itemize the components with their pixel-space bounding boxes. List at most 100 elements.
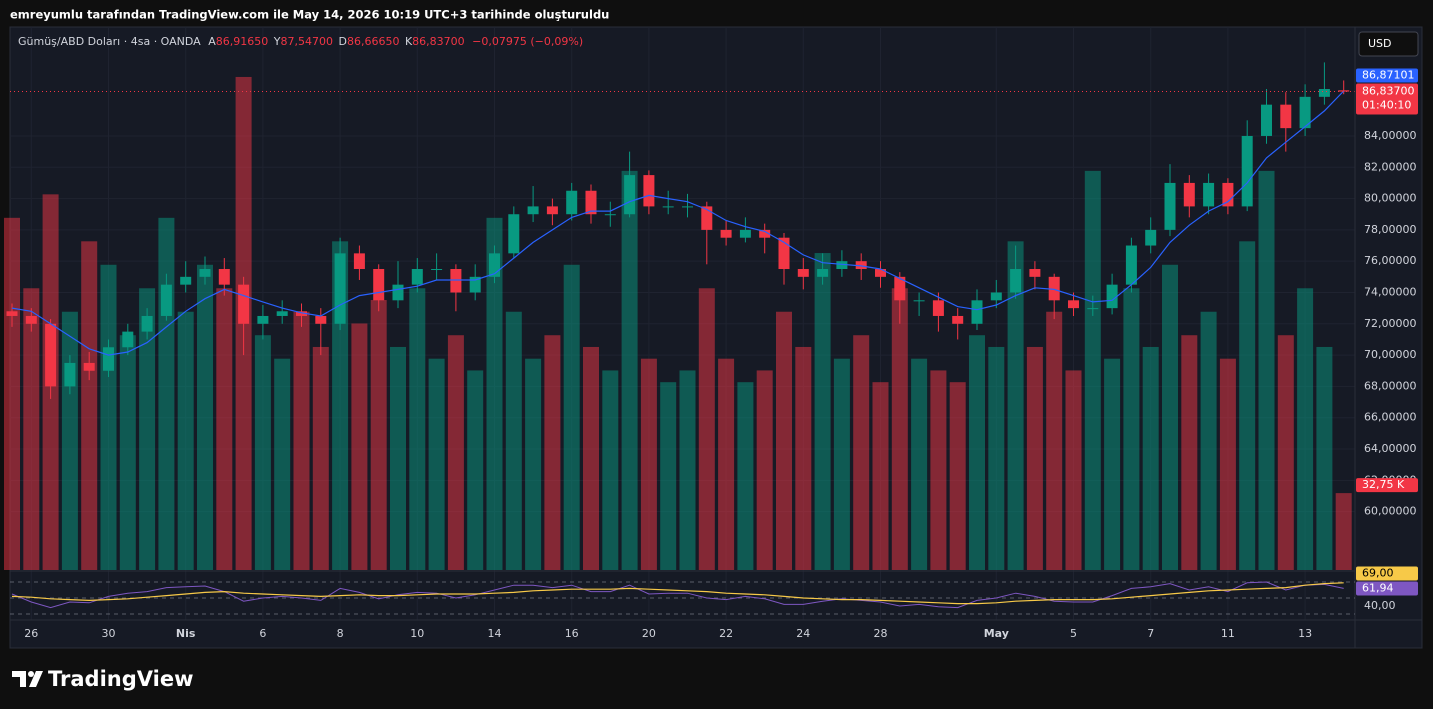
volume-bar (930, 370, 947, 570)
candle-body (1029, 269, 1041, 277)
candle-body (817, 269, 829, 277)
volume-bar (139, 288, 156, 570)
volume-bar (737, 382, 754, 570)
candle-body (952, 315, 964, 324)
y-tick-label: 60,00000 (1364, 505, 1417, 518)
volume-bar (563, 264, 580, 570)
candle-body (1164, 182, 1176, 230)
volume-bar (351, 323, 368, 570)
volume-bar (467, 370, 484, 570)
volume-bar (679, 370, 696, 570)
x-tick-label: Nis (176, 627, 196, 640)
volume-bar (698, 288, 715, 570)
y-tick-label: 72,00000 (1364, 317, 1417, 330)
volume-bar (1084, 170, 1101, 570)
volume-bar (949, 382, 966, 570)
change: −0,07975 (−0,09%) (472, 35, 583, 48)
candle-body (527, 206, 539, 215)
volume-bar (1046, 311, 1063, 570)
button-label[interactable]: USD (1368, 37, 1392, 50)
button-box[interactable] (1358, 31, 1419, 57)
candle-body (1106, 284, 1118, 309)
x-tick-label: 20 (642, 627, 656, 640)
x-tick-label: 6 (259, 627, 266, 640)
candle-body (180, 276, 192, 285)
y-tick-label: 78,00000 (1364, 223, 1417, 236)
price-label-box (1356, 83, 1418, 115)
candle-body (894, 276, 906, 301)
candle-body (122, 331, 134, 348)
volume-bar (158, 217, 175, 570)
currency-button[interactable]: USD (1358, 31, 1419, 57)
candle-body (508, 214, 520, 254)
logo-dot (28, 671, 34, 677)
ohlc-key: D (338, 35, 346, 48)
candle-body (797, 269, 809, 277)
legend: Gümüş/ABD Doları · 4sa · OANDA A86,91650… (18, 35, 583, 48)
header-text: emreyumlu tarafından TradingView.com ile… (10, 8, 609, 22)
volume-bar (795, 346, 812, 570)
candle-body (83, 362, 95, 371)
volume-bar (544, 335, 561, 570)
axes: 84,00000 82,00000 80,00000 78,00000 76,00000… (24, 68, 1418, 640)
candle-body (875, 269, 886, 277)
ohlc-value: 86,91650 (216, 35, 269, 48)
volume-bar (177, 311, 194, 570)
candle-body (643, 175, 655, 207)
volume-bar (525, 358, 542, 570)
candle-body (141, 315, 153, 332)
candle-body (1010, 269, 1022, 293)
ohlc-value: 87,54700 (280, 35, 333, 48)
rsi-ma-label-box (1356, 566, 1418, 581)
volume-bar (814, 253, 831, 571)
volume-bar (1239, 241, 1256, 570)
y-tick-label: 74,00000 (1364, 285, 1417, 298)
x-tick-label: 13 (1298, 627, 1312, 640)
volume-bar (390, 346, 406, 570)
y-tick-label: 66,00000 (1364, 411, 1417, 424)
candle-body (276, 311, 288, 316)
candle-body (1183, 182, 1195, 207)
volume-bar (119, 335, 136, 570)
volume-bar (988, 346, 1005, 570)
volume-bar (254, 335, 271, 570)
volume-bar (1297, 288, 1314, 570)
y-tick-label: 64,00000 (1364, 442, 1417, 455)
volume-bar (312, 346, 329, 570)
x-tick-label: 28 (874, 627, 888, 640)
ohlc-value: 86,66650 (347, 35, 400, 48)
x-tick-label: 30 (102, 627, 116, 640)
x-tick-label: 11 (1221, 627, 1235, 640)
candle-body (373, 269, 385, 301)
ohlc-key: Y (273, 35, 281, 48)
volume-bar (1142, 346, 1159, 570)
candle-body (585, 190, 597, 215)
candle-body (489, 253, 500, 277)
candle-body (353, 253, 365, 270)
moving-average (11, 90, 1345, 356)
candle-body (604, 214, 616, 216)
volume-bar (81, 241, 98, 570)
candle-body (64, 362, 76, 387)
candle-body (1338, 90, 1350, 92)
candle-body (1241, 135, 1253, 207)
candle-body (1145, 229, 1157, 246)
volume-bar (293, 311, 310, 570)
rsi-label: 61,94 (1362, 581, 1394, 594)
candle-body (778, 237, 790, 270)
volume-bar (1200, 311, 1217, 570)
price-label: 86,83700 (1362, 85, 1415, 98)
volume-bar (640, 358, 657, 570)
volume-bar (409, 288, 426, 570)
rsi-ma-line (11, 582, 1344, 605)
volume-label-box (1356, 478, 1418, 493)
volume-bar (1007, 241, 1024, 570)
candle-body (25, 315, 37, 324)
x-tick-label: 14 (488, 627, 502, 640)
volume-bar (216, 288, 233, 570)
y-tick-label: 82,00000 (1364, 160, 1417, 173)
volume-bar (1277, 335, 1294, 570)
logo-t (12, 671, 26, 687)
rsi-line (11, 581, 1344, 609)
